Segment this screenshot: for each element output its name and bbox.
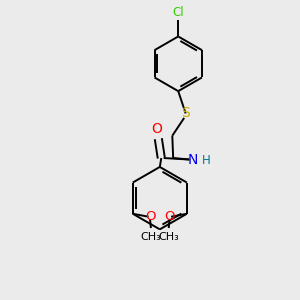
- Text: CH₃: CH₃: [140, 232, 161, 242]
- Text: O: O: [164, 210, 175, 223]
- Text: H: H: [202, 154, 210, 167]
- Text: S: S: [182, 106, 190, 120]
- Text: O: O: [145, 210, 155, 223]
- Text: CH₃: CH₃: [158, 232, 179, 242]
- Text: N: N: [187, 152, 198, 167]
- Text: Cl: Cl: [172, 6, 184, 19]
- Text: O: O: [152, 122, 162, 136]
